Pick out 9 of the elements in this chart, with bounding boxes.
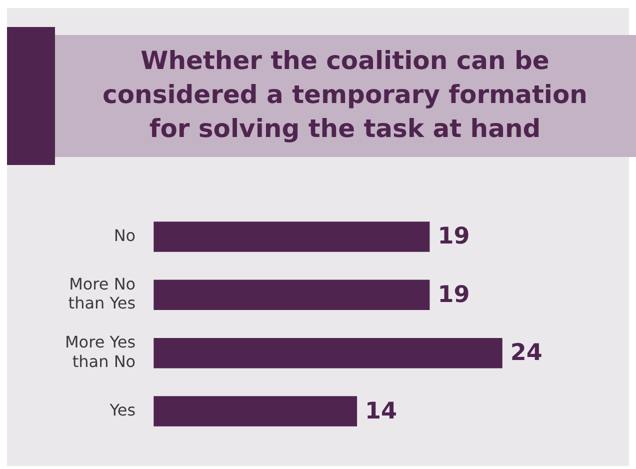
- data-label: 14: [365, 398, 398, 424]
- data-label: 19: [438, 282, 470, 308]
- data-label: 19: [438, 224, 470, 250]
- y-tick-label: More Yes than No: [65, 332, 136, 371]
- y-tick-label: More No than Yes: [68, 274, 136, 313]
- y-tick-label: Yes: [108, 400, 136, 420]
- data-label: 24: [510, 340, 542, 366]
- y-tick-label: No: [114, 226, 136, 245]
- chart-title: Whether the coalition can be considered a temporary formation for solving the task at hand: [102, 45, 588, 145]
